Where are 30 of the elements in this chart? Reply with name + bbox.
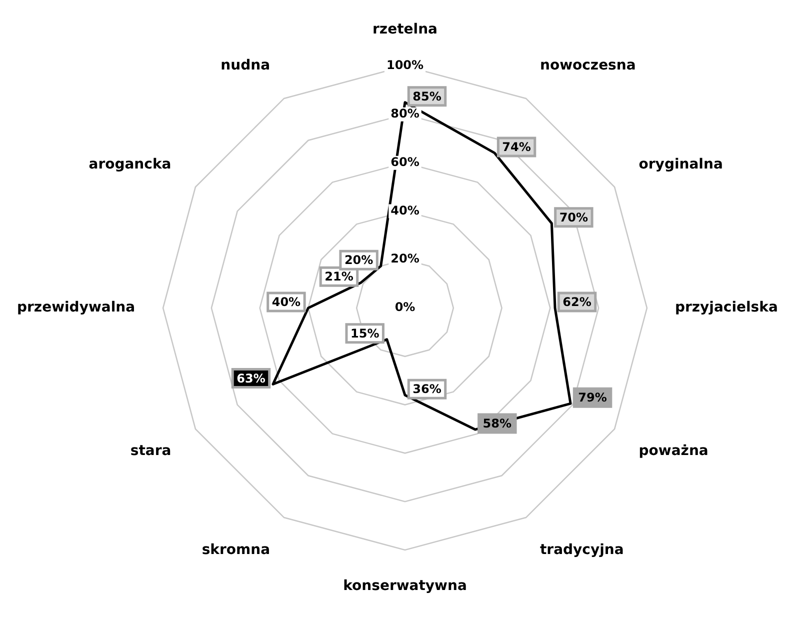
y-tick-label: 20% <box>390 252 420 266</box>
y-tick-label: 0% <box>394 300 416 314</box>
spoke-label: stara <box>130 443 172 460</box>
text: 40% <box>272 295 301 310</box>
spoke-label: przyjacielska <box>674 300 778 316</box>
text: 79% <box>578 390 607 405</box>
text: 20% <box>344 253 374 268</box>
y-tick-label: 60% <box>390 154 420 169</box>
text: 58% <box>482 416 512 431</box>
text: 85% <box>412 89 442 104</box>
y-tick-label: 80% <box>390 106 420 121</box>
text: 74% <box>502 140 531 154</box>
text: 62% <box>562 295 592 310</box>
y-tick-label: 40% <box>390 203 420 218</box>
spoke-label: nudna <box>220 57 270 74</box>
spoke-label: arogancka <box>88 156 172 172</box>
spoke-label: tradycyjna <box>540 542 624 558</box>
text: 36% <box>412 382 442 396</box>
spoke-label: nowoczesna <box>540 57 636 74</box>
spoke-label: konserwatywna <box>343 578 467 594</box>
spoke-label: przewidywalna <box>16 300 136 316</box>
spoke-label: rzetelna <box>372 21 438 38</box>
text: 15% <box>350 326 380 341</box>
spoke-label: poważna <box>638 443 708 460</box>
spoke-label: skromna <box>202 542 270 558</box>
text: 63% <box>236 371 266 386</box>
text: 70% <box>559 210 588 224</box>
text: 21% <box>324 270 354 284</box>
spoke-label: oryginalna <box>638 156 723 172</box>
y-tick-label: 100% <box>386 58 424 72</box>
